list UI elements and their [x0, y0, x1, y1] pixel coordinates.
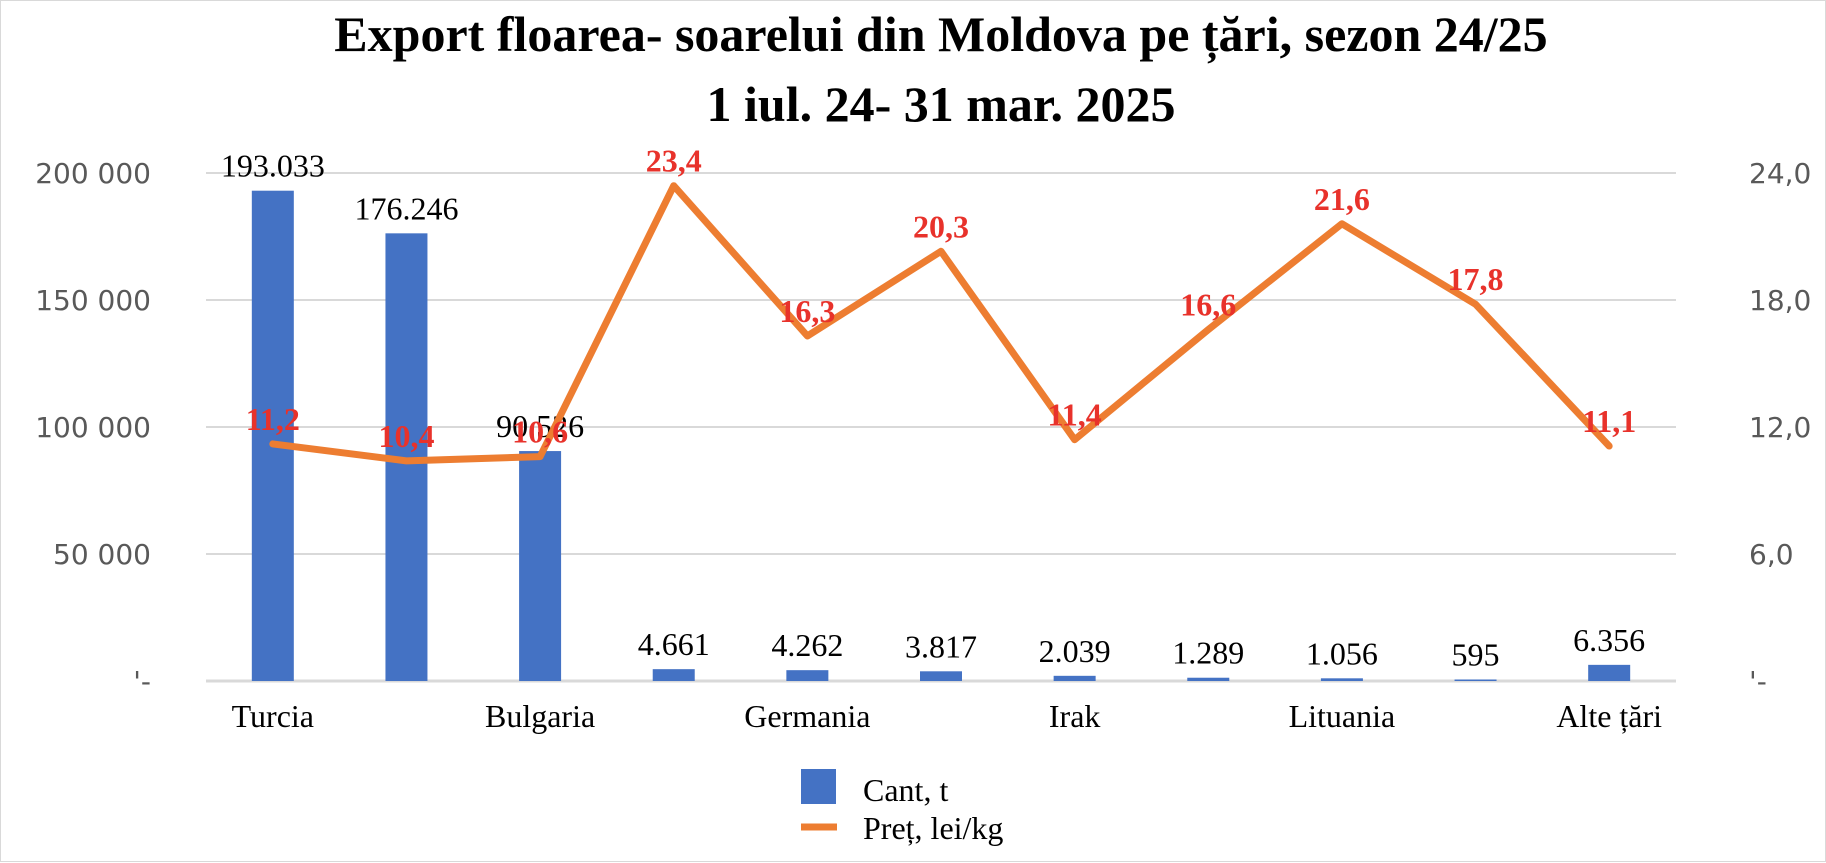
right-tick-label: 12,0 — [1749, 411, 1811, 444]
bar — [1320, 678, 1363, 681]
right-tick-label: 18,0 — [1749, 284, 1811, 317]
bar-data-label: 2.039 — [1039, 633, 1111, 669]
line-data-label: 10,6 — [512, 414, 568, 450]
left-tick-label: 50 000 — [53, 538, 151, 571]
price-line — [269, 182, 1613, 465]
bar — [652, 669, 695, 681]
bar-data-label: 176.246 — [354, 190, 458, 226]
right-tick-label: 6,0 — [1749, 538, 1794, 571]
bar — [1187, 677, 1230, 681]
bar-data-label: 90.526 — [496, 408, 584, 444]
legend-line-label: Preț, lei/kg — [863, 810, 1003, 846]
line-series — [269, 182, 1613, 465]
bar-data-label: 6.356 — [1573, 622, 1645, 658]
bar — [786, 670, 829, 681]
line-data-label: 16,3 — [779, 293, 835, 329]
left-axis: '- 50 000 100 000 150 000 200 000 — [35, 157, 151, 698]
bar-data-label: 1.056 — [1306, 635, 1378, 671]
x-tick-label: Bulgaria — [485, 698, 595, 734]
bar-data-label: 4.262 — [771, 627, 843, 663]
line-data-label: 11,2 — [246, 401, 300, 437]
bar-labels: 193.033 176.246 90.526 4.661 4.262 3.817 2.039… — [221, 148, 1645, 673]
legend-bar-swatch — [801, 769, 836, 804]
left-tick-label: 200 000 — [35, 157, 151, 190]
left-tick-label: 100 000 — [35, 411, 151, 444]
chart-title-line-1: Export floarea- soarelui din Moldova pe … — [334, 6, 1547, 65]
left-tick-label: '- — [133, 665, 151, 698]
bar-data-label: 3.817 — [905, 628, 977, 664]
bar-data-label: 193.033 — [221, 148, 325, 184]
line-data-label: 10,4 — [378, 418, 434, 454]
bar — [920, 671, 962, 681]
line-data-label: 20,3 — [913, 208, 969, 244]
chart-title-line-2: 1 iul. 24- 31 mar. 2025 — [707, 76, 1176, 132]
bar — [1588, 664, 1631, 681]
right-axis: '- 6,0 12,0 18,0 24,0 — [1749, 157, 1811, 698]
line-data-label: 11,1 — [1582, 403, 1636, 439]
bar — [251, 190, 294, 682]
left-tick-label: 150 000 — [35, 284, 151, 317]
line-data-label: 11,4 — [1048, 397, 1102, 433]
legend-bar-label: Cant, t — [863, 772, 948, 808]
right-tick-label: '- — [1749, 665, 1767, 698]
line-data-label: 21,6 — [1314, 181, 1370, 217]
x-tick-label: Lituania — [1289, 698, 1396, 734]
bar-data-label: 1.289 — [1172, 635, 1244, 671]
bar-data-label: 595 — [1452, 636, 1500, 672]
line-data-label: 16,6 — [1180, 287, 1236, 323]
x-tick-label: Alte țări — [1556, 698, 1662, 734]
right-tick-label: 24,0 — [1749, 157, 1811, 190]
line-data-label: 17,8 — [1448, 261, 1504, 297]
bar-series — [251, 190, 1631, 682]
bar — [1053, 675, 1096, 681]
x-tick-label: Germania — [744, 698, 870, 734]
x-tick-label: Turcia — [232, 698, 314, 734]
x-tick-label: Irak — [1049, 698, 1101, 734]
line-data-label: 23,4 — [646, 143, 702, 179]
x-axis: Turcia Bulgaria Germania Irak Lituania Alte ț… — [232, 698, 1663, 734]
line-labels: 11,2 10,4 10,6 23,4 16,3 20,3 11,4 16,6 21,6 17,8… — [246, 143, 1637, 454]
bar-data-label: 4.661 — [638, 626, 710, 662]
bar — [1454, 679, 1497, 681]
legend: Cant, t Preț, lei/kg — [801, 769, 1003, 846]
bar — [519, 451, 562, 681]
